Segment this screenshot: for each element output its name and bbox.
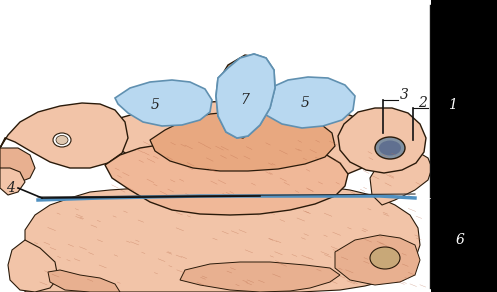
Text: 3: 3	[400, 88, 409, 102]
Ellipse shape	[56, 135, 68, 145]
Ellipse shape	[379, 140, 401, 156]
Polygon shape	[0, 103, 128, 168]
Text: 2: 2	[418, 96, 427, 110]
Polygon shape	[216, 54, 275, 138]
Polygon shape	[258, 77, 355, 128]
Polygon shape	[0, 148, 35, 182]
Bar	[431, 0, 497, 292]
Polygon shape	[218, 55, 274, 138]
Polygon shape	[338, 108, 426, 173]
Ellipse shape	[375, 137, 405, 159]
Polygon shape	[0, 168, 25, 195]
Polygon shape	[115, 80, 212, 126]
Polygon shape	[370, 150, 432, 205]
Ellipse shape	[53, 133, 71, 147]
Text: 1: 1	[448, 98, 456, 112]
Polygon shape	[48, 270, 120, 292]
Polygon shape	[8, 240, 58, 292]
Text: 4: 4	[5, 181, 14, 195]
Ellipse shape	[370, 247, 400, 269]
Text: 5: 5	[151, 98, 160, 112]
Polygon shape	[90, 100, 375, 184]
Polygon shape	[335, 235, 420, 285]
Polygon shape	[180, 262, 340, 292]
Polygon shape	[25, 182, 420, 292]
Text: 7: 7	[241, 93, 249, 107]
Polygon shape	[105, 141, 348, 215]
Text: 6: 6	[456, 233, 464, 247]
Polygon shape	[216, 54, 275, 138]
Polygon shape	[150, 111, 335, 171]
Text: 5: 5	[301, 96, 310, 110]
